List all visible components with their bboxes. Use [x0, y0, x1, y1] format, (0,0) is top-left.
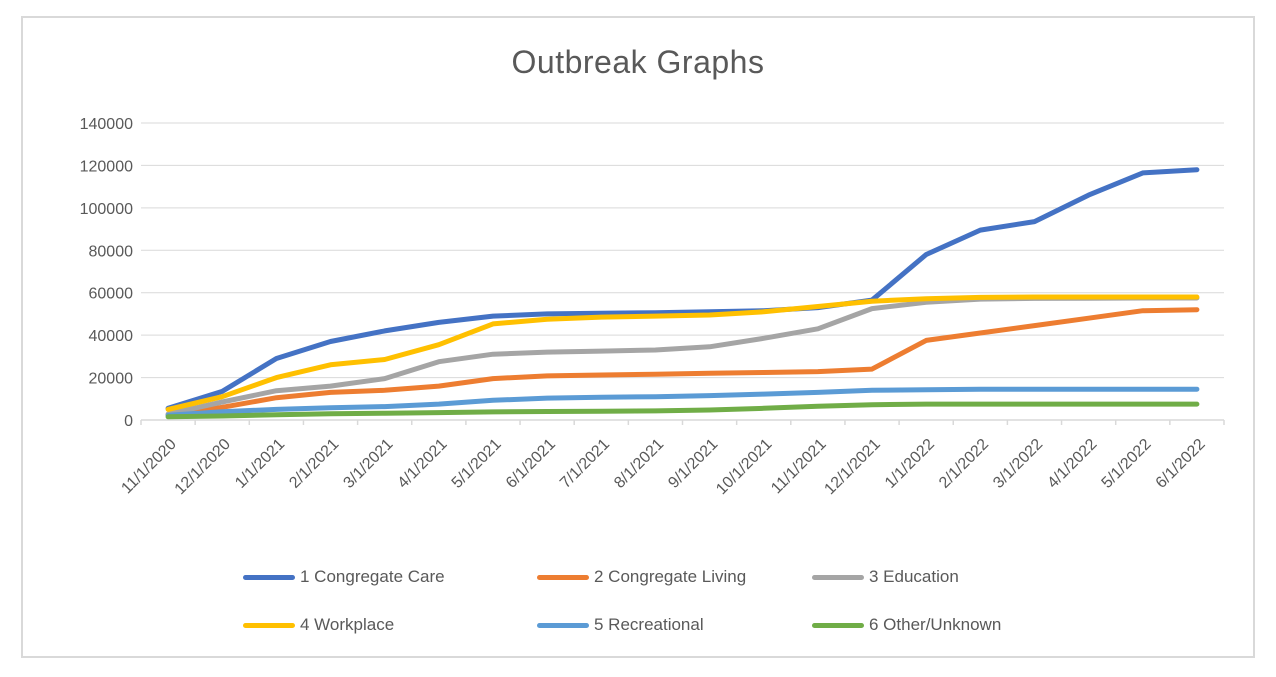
legend-label: 2 Congregate Living — [594, 567, 747, 586]
x-axis-label: 1/1/2022 — [882, 436, 938, 492]
legend-label: 6 Other/Unknown — [869, 615, 1002, 634]
x-axis-label: 6/1/2021 — [503, 436, 559, 492]
y-axis-label: 120000 — [80, 158, 133, 175]
legend-label: 4 Workplace — [300, 615, 395, 634]
legend-line-marker-icon — [812, 622, 864, 628]
x-axis-label: 10/1/2021 — [713, 436, 775, 498]
x-axis-label: 5/1/2021 — [449, 436, 505, 492]
legend-line-marker-icon — [812, 574, 864, 580]
legend-line-marker-icon — [537, 622, 589, 628]
x-axis-label: 2/1/2021 — [286, 436, 342, 492]
legend-item-5-recreational: 5 Recreational — [537, 615, 812, 635]
legend-item-3-education: 3 Education — [812, 567, 959, 587]
y-axis-label: 100000 — [80, 201, 133, 218]
x-axis-label: 12/1/2021 — [821, 436, 883, 498]
series-line-6-other-unknown — [165, 401, 1200, 420]
legend-row: 4 Workplace 5 Recreational 6 Other/Unknown — [0, 612, 1276, 638]
legend-label: 1 Congregate Care — [300, 567, 445, 586]
legend-row: 1 Congregate Care 2 Congregate Living 3 Ed… — [0, 564, 1276, 590]
legend-item-1-congregate-care: 1 Congregate Care — [243, 567, 537, 587]
legend: 1 Congregate Care 2 Congregate Living 3 Ed… — [0, 564, 1276, 660]
x-axis-label: 2/1/2022 — [936, 436, 992, 492]
x-axis-label: 6/1/2022 — [1153, 436, 1209, 492]
legend-label: 3 Education — [869, 567, 959, 586]
x-axis-label: 5/1/2022 — [1099, 436, 1155, 492]
series-line-4-workplace — [165, 294, 1200, 412]
legend-line-marker-icon — [243, 622, 295, 628]
x-axis-label: 1/1/2021 — [232, 436, 288, 492]
legend-item-6-other-unknown: 6 Other/Unknown — [812, 615, 1001, 635]
legend-line-marker-icon — [243, 574, 295, 580]
chart-title: Outbreak Graphs — [511, 44, 765, 80]
legend-item-4-workplace: 4 Workplace — [243, 615, 537, 635]
x-axis-label: 9/1/2021 — [665, 436, 721, 492]
series-line-1-congregate-care — [165, 167, 1200, 411]
x-axis-label: 8/1/2021 — [611, 436, 667, 492]
x-axis-label: 12/1/2020 — [172, 436, 234, 498]
x-axis-label: 7/1/2021 — [557, 436, 613, 492]
y-axis-label: 80000 — [89, 243, 134, 260]
x-axis-label: 4/1/2021 — [395, 436, 451, 492]
x-axis-label: 4/1/2022 — [1044, 436, 1100, 492]
y-axis-label: 140000 — [80, 116, 133, 133]
y-axis-label: 0 — [124, 413, 133, 430]
y-axis-label: 60000 — [89, 286, 134, 303]
x-axis-label: 3/1/2022 — [990, 436, 1046, 492]
x-axis-label: 3/1/2021 — [340, 436, 396, 492]
x-axis-label: 11/1/2021 — [768, 436, 830, 498]
series-line-5-recreational — [165, 386, 1200, 418]
x-axis-label: 11/1/2020 — [118, 436, 180, 498]
series-line-2-congregate-living — [165, 307, 1200, 418]
y-axis-label: 20000 — [89, 371, 134, 388]
legend-line-marker-icon — [537, 574, 589, 580]
y-axis-label: 40000 — [89, 328, 134, 345]
legend-item-2-congregate-living: 2 Congregate Living — [537, 567, 812, 587]
legend-label: 5 Recreational — [594, 615, 704, 634]
